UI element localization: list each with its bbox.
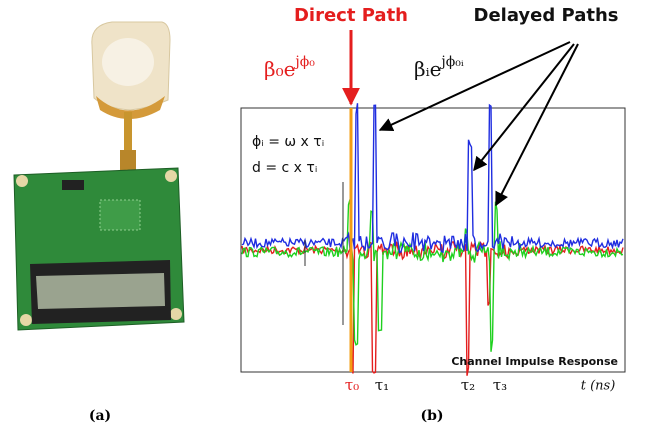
delayed-paths-label: Delayed Paths — [474, 5, 619, 26]
delay-label: τ₂ — [461, 376, 475, 394]
delayed-term: βᵢejϕ₀ᵢ — [414, 54, 464, 81]
delay-label: τ₁ — [375, 376, 389, 394]
distance-equation: d = c x τᵢ — [252, 160, 317, 176]
plot-title: Channel Impulse Response — [451, 355, 618, 368]
mount-hole — [16, 175, 28, 187]
term-base: β₀e — [264, 57, 295, 81]
mount-hole — [165, 170, 177, 182]
direct-term: β₀ejϕ₀ — [264, 54, 315, 81]
page: {"figure": { "panel_a": {"label": "(a)"}… — [0, 0, 645, 432]
antenna-disc — [102, 38, 154, 86]
term-exponent: jϕ₀ — [293, 54, 315, 70]
mount-hole — [20, 314, 32, 326]
phase-equation: ϕᵢ = ω x τᵢ — [252, 134, 324, 150]
term-exponent: jϕ₀ᵢ — [439, 54, 463, 70]
components — [100, 200, 140, 230]
mount-hole — [170, 308, 182, 320]
board-photo — [14, 22, 184, 330]
panel-label: (a) — [89, 408, 111, 424]
panel-label: (b) — [420, 408, 443, 424]
delay-label: τ₀ — [345, 376, 359, 394]
figure: (a) Direct Path Delayed Paths β₀ejϕ₀ βᵢe… — [0, 0, 645, 432]
time-axis-label: t (ns) — [581, 379, 616, 394]
sma-nut — [120, 150, 136, 172]
lcd-screen — [36, 273, 165, 309]
term-base: βᵢe — [414, 57, 441, 81]
direct-path-label: Direct Path — [294, 5, 408, 26]
delay-labels: τ₀ τ₁ τ₂ τ₃ — [345, 376, 507, 394]
delay-label: τ₃ — [493, 376, 507, 394]
dip-switch — [62, 180, 84, 190]
